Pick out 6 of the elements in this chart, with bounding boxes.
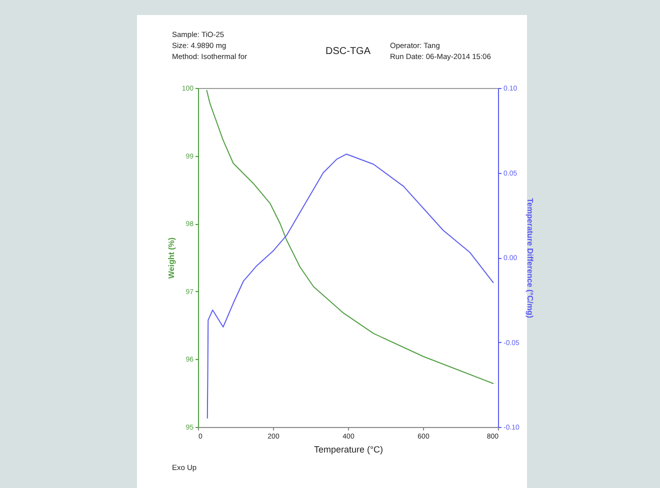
chart-title: DSC-TGA xyxy=(326,46,371,57)
line-series xyxy=(206,90,494,384)
y-axis-title: Weight (%) xyxy=(166,237,176,279)
y2-axis-title: Temperature Difference (°C/mg) xyxy=(525,198,534,318)
x-axis-title: Temperature (°C) xyxy=(314,444,384,454)
line-series xyxy=(206,154,494,420)
